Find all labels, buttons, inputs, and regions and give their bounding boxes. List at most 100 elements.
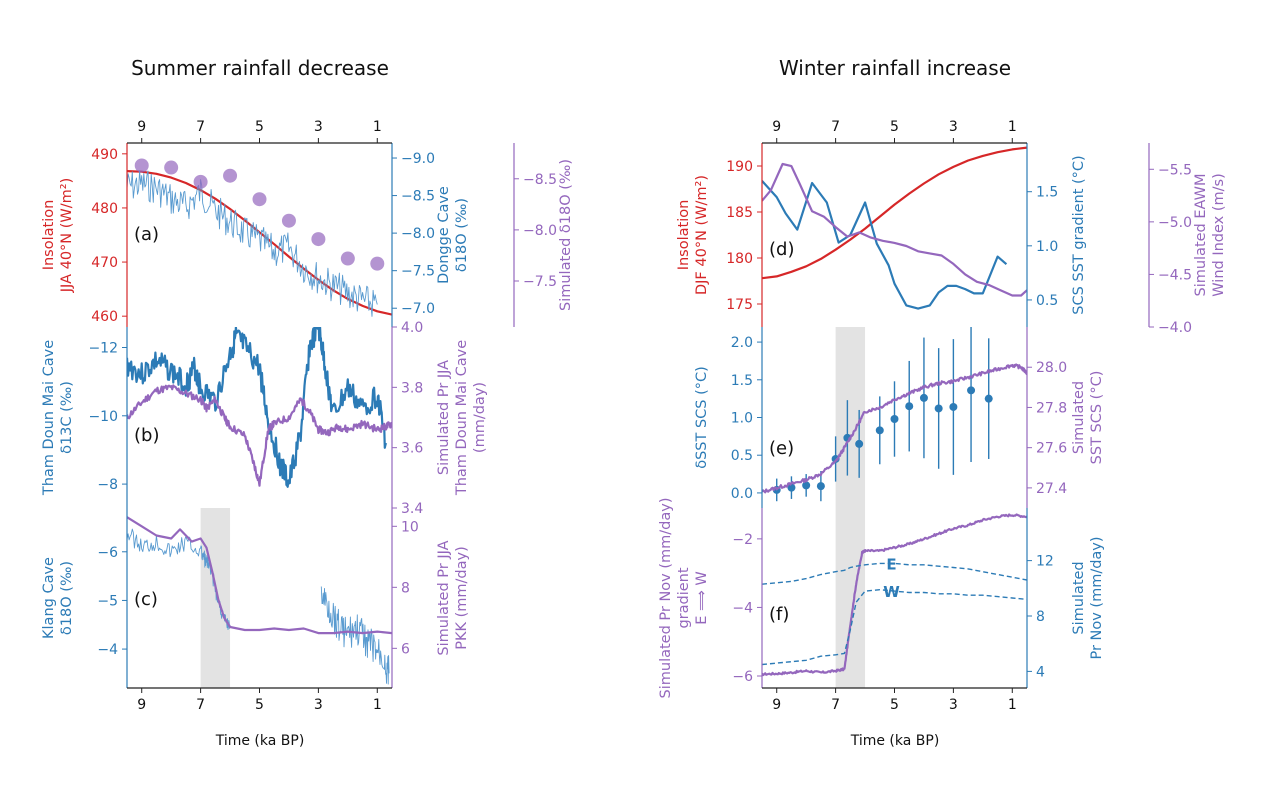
annotation-east: E [886, 555, 896, 573]
y-tick-label: 175 [726, 297, 753, 313]
series-group [127, 158, 392, 317]
y-tick-label: 1.0 [731, 411, 753, 427]
y-axis-label: δSST SCS (°C) [694, 366, 710, 469]
y-axis-label: Dongge Cave δ18O (‰) [436, 186, 470, 284]
y-tick-label: −8.5 [401, 189, 435, 205]
panel-d: 9 7 5 3 1 175 180 185 190 Insolation DJF 40°N (W/m… [676, 119, 1227, 336]
y-tick-label: −9.0 [401, 151, 435, 167]
y-tick-label: −2 [732, 532, 753, 548]
series-line-0 [127, 327, 388, 488]
time-tick-label: 3 [949, 119, 958, 135]
y-tick-label: 190 [726, 159, 753, 175]
y-tick-label: −4.0 [1158, 320, 1192, 336]
time-tick-label: 9 [772, 697, 781, 713]
y-axis-label: Tham Doun Mai Cave δ13C (‰) [41, 340, 75, 496]
panel-label: (f) [769, 604, 789, 625]
time-tick-label: 7 [831, 697, 840, 713]
y-tick-label: 28.0 [1036, 360, 1067, 376]
series-line-1 [762, 562, 1027, 585]
time-tick-label: 9 [772, 119, 781, 135]
annotation-west: W [883, 583, 900, 601]
panel-e: 0.0 0.5 1.0 1.5 2.0 δSST SCS (°C) 27.4 27.6 27.8… [694, 327, 1105, 508]
y-tick-label: 0.0 [731, 486, 753, 502]
series-line-1 [762, 180, 1008, 310]
y-tick-label: −7.5 [401, 264, 435, 280]
y-tick-label: 1.0 [1036, 239, 1058, 255]
series-group [127, 327, 392, 488]
series-line-2 [762, 162, 1027, 297]
series-line-1 [320, 586, 390, 685]
panel-a: 9 7 5 3 1 460 470 480 490 Insolation JJA 40°N (W/m… [41, 119, 574, 327]
y-tick-label: −4 [97, 642, 118, 658]
series-line-2 [127, 516, 392, 635]
series-group [762, 327, 1027, 502]
y-tick-label: −5.0 [1158, 215, 1192, 231]
data-point [816, 482, 825, 491]
time-tick-label: 5 [890, 697, 899, 713]
y-axis-label: Simulated SST SCS (°C) [1071, 371, 1105, 465]
time-tick-label: 7 [831, 119, 840, 135]
panel-f: 9 7 5 3 1 −6 −4 −2 Simulated Pr Nov (mm/day) grad… [658, 498, 1105, 713]
y-axis-label: Simulated EAWM Wind Index (m/s) [1193, 173, 1227, 296]
time-tick-label: 3 [314, 119, 323, 135]
y-tick-label: −4.5 [1158, 267, 1192, 283]
y-tick-label: −8 [97, 477, 118, 493]
time-tick-label: 1 [1008, 119, 1017, 135]
data-point [281, 213, 296, 228]
y-axis-label: SCS SST gradient (°C) [1071, 155, 1087, 314]
data-point [252, 192, 267, 207]
y-tick-label: −6 [97, 545, 118, 561]
data-point [855, 439, 864, 448]
data-point [984, 394, 993, 403]
time-tick-label: 5 [255, 697, 264, 713]
series-group [127, 516, 392, 685]
time-tick-label: 9 [137, 119, 146, 135]
series-line-2 [762, 589, 1027, 666]
y-tick-label: 480 [91, 201, 118, 217]
time-tick-label: 9 [137, 697, 146, 713]
series-line-1 [762, 363, 1027, 494]
y-tick-label: 4 [1036, 664, 1045, 680]
y-tick-label: 490 [91, 147, 118, 163]
y-axis-label: Simulated Pr Nov (mm/day) [1071, 536, 1105, 659]
y-tick-label: 0.5 [731, 448, 753, 464]
y-tick-label: −5 [97, 593, 118, 609]
data-point [967, 386, 976, 395]
shaded-interval [200, 508, 231, 688]
panel-label: (b) [134, 425, 159, 446]
data-point [311, 232, 326, 247]
data-point [134, 158, 149, 173]
data-point [802, 481, 811, 490]
y-tick-label: −7.0 [401, 301, 435, 317]
y-tick-label: −10 [88, 409, 118, 425]
panel-label: (d) [769, 239, 794, 260]
time-tick-label: 1 [1008, 697, 1017, 713]
y-tick-label: −8.0 [401, 226, 435, 242]
data-point [193, 174, 208, 189]
y-tick-label: 8 [1036, 609, 1045, 625]
y-axis-label: Insolation JJA 40°N (W/m²) [41, 178, 75, 293]
y-tick-label: 0.5 [1036, 293, 1058, 309]
y-tick-label: 27.6 [1036, 441, 1067, 457]
data-point [164, 160, 179, 175]
y-tick-label: 8 [401, 580, 410, 596]
panel-label: (e) [769, 438, 794, 459]
shaded-interval [835, 327, 866, 508]
y-tick-label: 10 [401, 519, 419, 535]
y-tick-label: −4 [732, 600, 753, 616]
y-tick-label: −7.5 [523, 274, 557, 290]
data-point [934, 404, 943, 413]
left-x-axis-label: Time (ka BP) [215, 733, 305, 749]
y-axis-label: Simulated Pr JJA Tham Doun Mai Cave (mm/da… [436, 340, 488, 496]
time-tick-label: 7 [196, 697, 205, 713]
y-tick-label: −6 [732, 669, 753, 685]
y-tick-label: 12 [1036, 554, 1054, 570]
data-point [949, 402, 958, 411]
y-axis-label: Insolation DJF 40°N (W/m²) [676, 175, 710, 295]
y-tick-label: 470 [91, 255, 118, 271]
y-tick-label: 1.5 [731, 373, 753, 389]
y-tick-label: 1.5 [1036, 185, 1058, 201]
series-line-1 [127, 384, 392, 487]
y-tick-label: 3.6 [401, 441, 423, 457]
